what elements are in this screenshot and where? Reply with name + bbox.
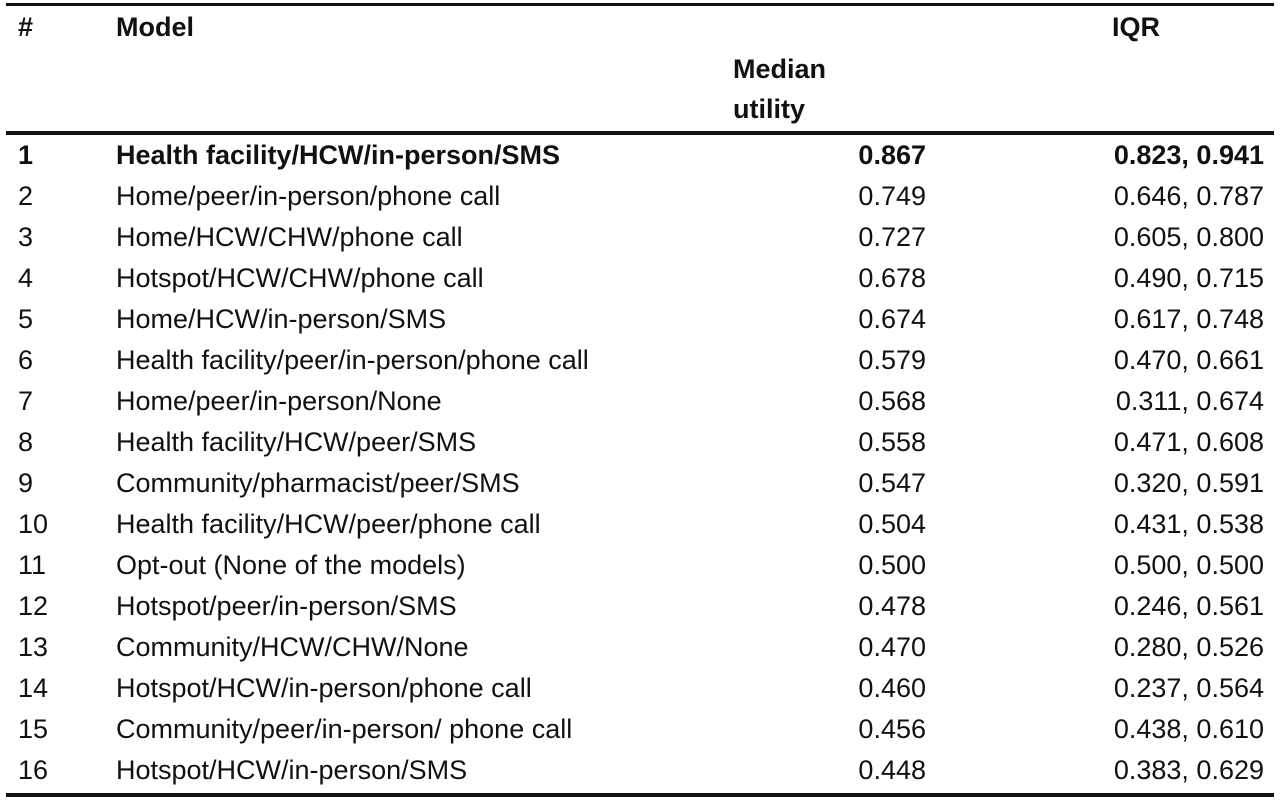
table-row: 7 Home/peer/in-person/None 0.568 0.311, 0.6… [6, 381, 1274, 422]
row-model: Home/HCW/in-person/SMS [116, 304, 447, 334]
row-median-utility: 0.500 [858, 550, 926, 580]
row-model: Community/HCW/CHW/None [116, 632, 469, 662]
row-model: Home/peer/in-person/None [116, 386, 442, 416]
row-median-utility: 0.568 [858, 386, 926, 416]
row-model: Health facility/HCW/in-person/SMS [116, 140, 561, 170]
header-median-line1: Median [733, 54, 827, 84]
table-row: 14 Hotspot/HCW/in-person/phone call 0.460 0… [6, 668, 1274, 709]
row-model: Community/peer/in-person/ phone call [116, 714, 573, 744]
row-median-utility: 0.470 [858, 632, 926, 662]
table-row: 5 Home/HCW/in-person/SMS 0.674 0.617, 0.748 [6, 299, 1274, 340]
table-row: 16 Hotspot/HCW/in-person/SMS 0.448 0.383, 0… [6, 750, 1274, 791]
header-median-line2: utility [733, 94, 805, 124]
row-number: 5 [18, 304, 34, 334]
row-iqr: 0.500, 0.500 [1113, 550, 1264, 580]
table-row: 8 Health facility/HCW/peer/SMS 0.558 0.471,… [6, 422, 1274, 463]
row-iqr: 0.431, 0.538 [1113, 509, 1264, 539]
row-median-utility: 0.727 [858, 222, 926, 252]
row-model: Home/HCW/CHW/phone call [116, 222, 463, 252]
row-median-utility: 0.504 [858, 509, 926, 539]
table-row: 13 Community/HCW/CHW/None 0.470 0.280, 0.52… [6, 627, 1274, 668]
row-iqr: 0.438, 0.610 [1113, 714, 1264, 744]
table-row: 2 Home/peer/in-person/phone call 0.749 0.64… [6, 176, 1274, 217]
row-median-utility: 0.460 [858, 673, 926, 703]
row-median-utility: 0.448 [858, 755, 926, 785]
header-number: # [18, 12, 34, 42]
row-median-utility: 0.478 [858, 591, 926, 621]
row-median-utility: 0.579 [858, 345, 926, 375]
table-body: 1 Health facility/HCW/in-person/SMS 0.867 0… [6, 135, 1274, 791]
row-model: Health facility/peer/in-person/phone cal… [116, 345, 589, 375]
row-iqr: 0.280, 0.526 [1113, 632, 1264, 662]
row-model: Hotspot/HCW/CHW/phone call [116, 263, 484, 293]
row-number: 16 [18, 755, 49, 785]
row-number: 4 [18, 263, 34, 293]
row-model: Home/peer/in-person/phone call [116, 181, 501, 211]
row-number: 10 [18, 509, 49, 539]
row-model: Hotspot/HCW/in-person/SMS [116, 755, 468, 785]
row-model: Hotspot/peer/in-person/SMS [116, 591, 457, 621]
table-row: 15 Community/peer/in-person/ phone call 0.… [6, 709, 1274, 750]
header-bottom-rule [6, 131, 1274, 135]
row-median-utility: 0.867 [858, 140, 926, 170]
row-iqr: 0.646, 0.787 [1113, 181, 1264, 211]
row-number: 14 [18, 673, 49, 703]
table-row: 12 Hotspot/peer/in-person/SMS 0.478 0.246, … [6, 586, 1274, 627]
row-median-utility: 0.558 [858, 427, 926, 457]
row-number: 11 [18, 550, 47, 580]
row-number: 6 [18, 345, 34, 375]
utility-table: # Model Median utility IQR 1 Health facil… [6, 0, 1274, 801]
header-iqr: IQR [1112, 12, 1161, 42]
table-row: 1 Health facility/HCW/in-person/SMS 0.867 0… [6, 135, 1274, 176]
row-median-utility: 0.456 [858, 714, 926, 744]
row-model: Health facility/HCW/peer/SMS [116, 427, 477, 457]
table-row: 4 Hotspot/HCW/CHW/phone call 0.678 0.490, 0… [6, 258, 1274, 299]
row-iqr: 0.617, 0.748 [1113, 304, 1264, 334]
row-iqr: 0.490, 0.715 [1113, 263, 1264, 293]
row-number: 12 [18, 591, 49, 621]
row-iqr: 0.605, 0.800 [1113, 222, 1264, 252]
row-median-utility: 0.547 [858, 468, 926, 498]
row-model: Opt-out (None of the models) [116, 550, 466, 580]
row-iqr: 0.383, 0.629 [1113, 755, 1264, 785]
row-iqr: 0.470, 0.661 [1113, 345, 1264, 375]
row-number: 13 [18, 632, 49, 662]
row-median-utility: 0.674 [858, 304, 926, 334]
row-number: 7 [18, 386, 34, 416]
table-row: 10 Health facility/HCW/peer/phone call 0.5… [6, 504, 1274, 545]
table-row: 11 Opt-out (None of the models) 0.500 0.500… [6, 545, 1274, 586]
table-row: 9 Community/pharmacist/peer/SMS 0.547 0.320… [6, 463, 1274, 504]
row-model: Hotspot/HCW/in-person/phone call [116, 673, 532, 703]
row-model: Health facility/HCW/peer/phone call [116, 509, 541, 539]
row-number: 2 [18, 181, 34, 211]
row-number: 9 [18, 468, 34, 498]
row-number: 8 [18, 427, 34, 457]
row-model: Community/pharmacist/peer/SMS [116, 468, 520, 498]
table-bottom-rule [6, 793, 1274, 797]
row-iqr: 0.237, 0.564 [1113, 673, 1264, 703]
header-median-utility: Median utility [733, 49, 873, 129]
table-row: 3 Home/HCW/CHW/phone call 0.727 0.605, 0.80… [6, 217, 1274, 258]
table-row: 6 Health facility/peer/in-person/phone ca… [6, 340, 1274, 381]
row-number: 3 [18, 222, 34, 252]
row-iqr: 0.471, 0.608 [1113, 427, 1264, 457]
header-model: Model [116, 12, 194, 42]
row-median-utility: 0.749 [858, 181, 926, 211]
row-iqr: 0.823, 0.941 [1113, 140, 1264, 170]
table-top-rule [6, 3, 1274, 6]
row-iqr: 0.320, 0.591 [1113, 468, 1264, 498]
row-median-utility: 0.678 [858, 263, 926, 293]
row-number: 15 [18, 714, 49, 744]
row-number: 1 [18, 140, 34, 170]
row-iqr: 0.311, 0.674 [1115, 386, 1264, 416]
row-iqr: 0.246, 0.561 [1113, 591, 1264, 621]
